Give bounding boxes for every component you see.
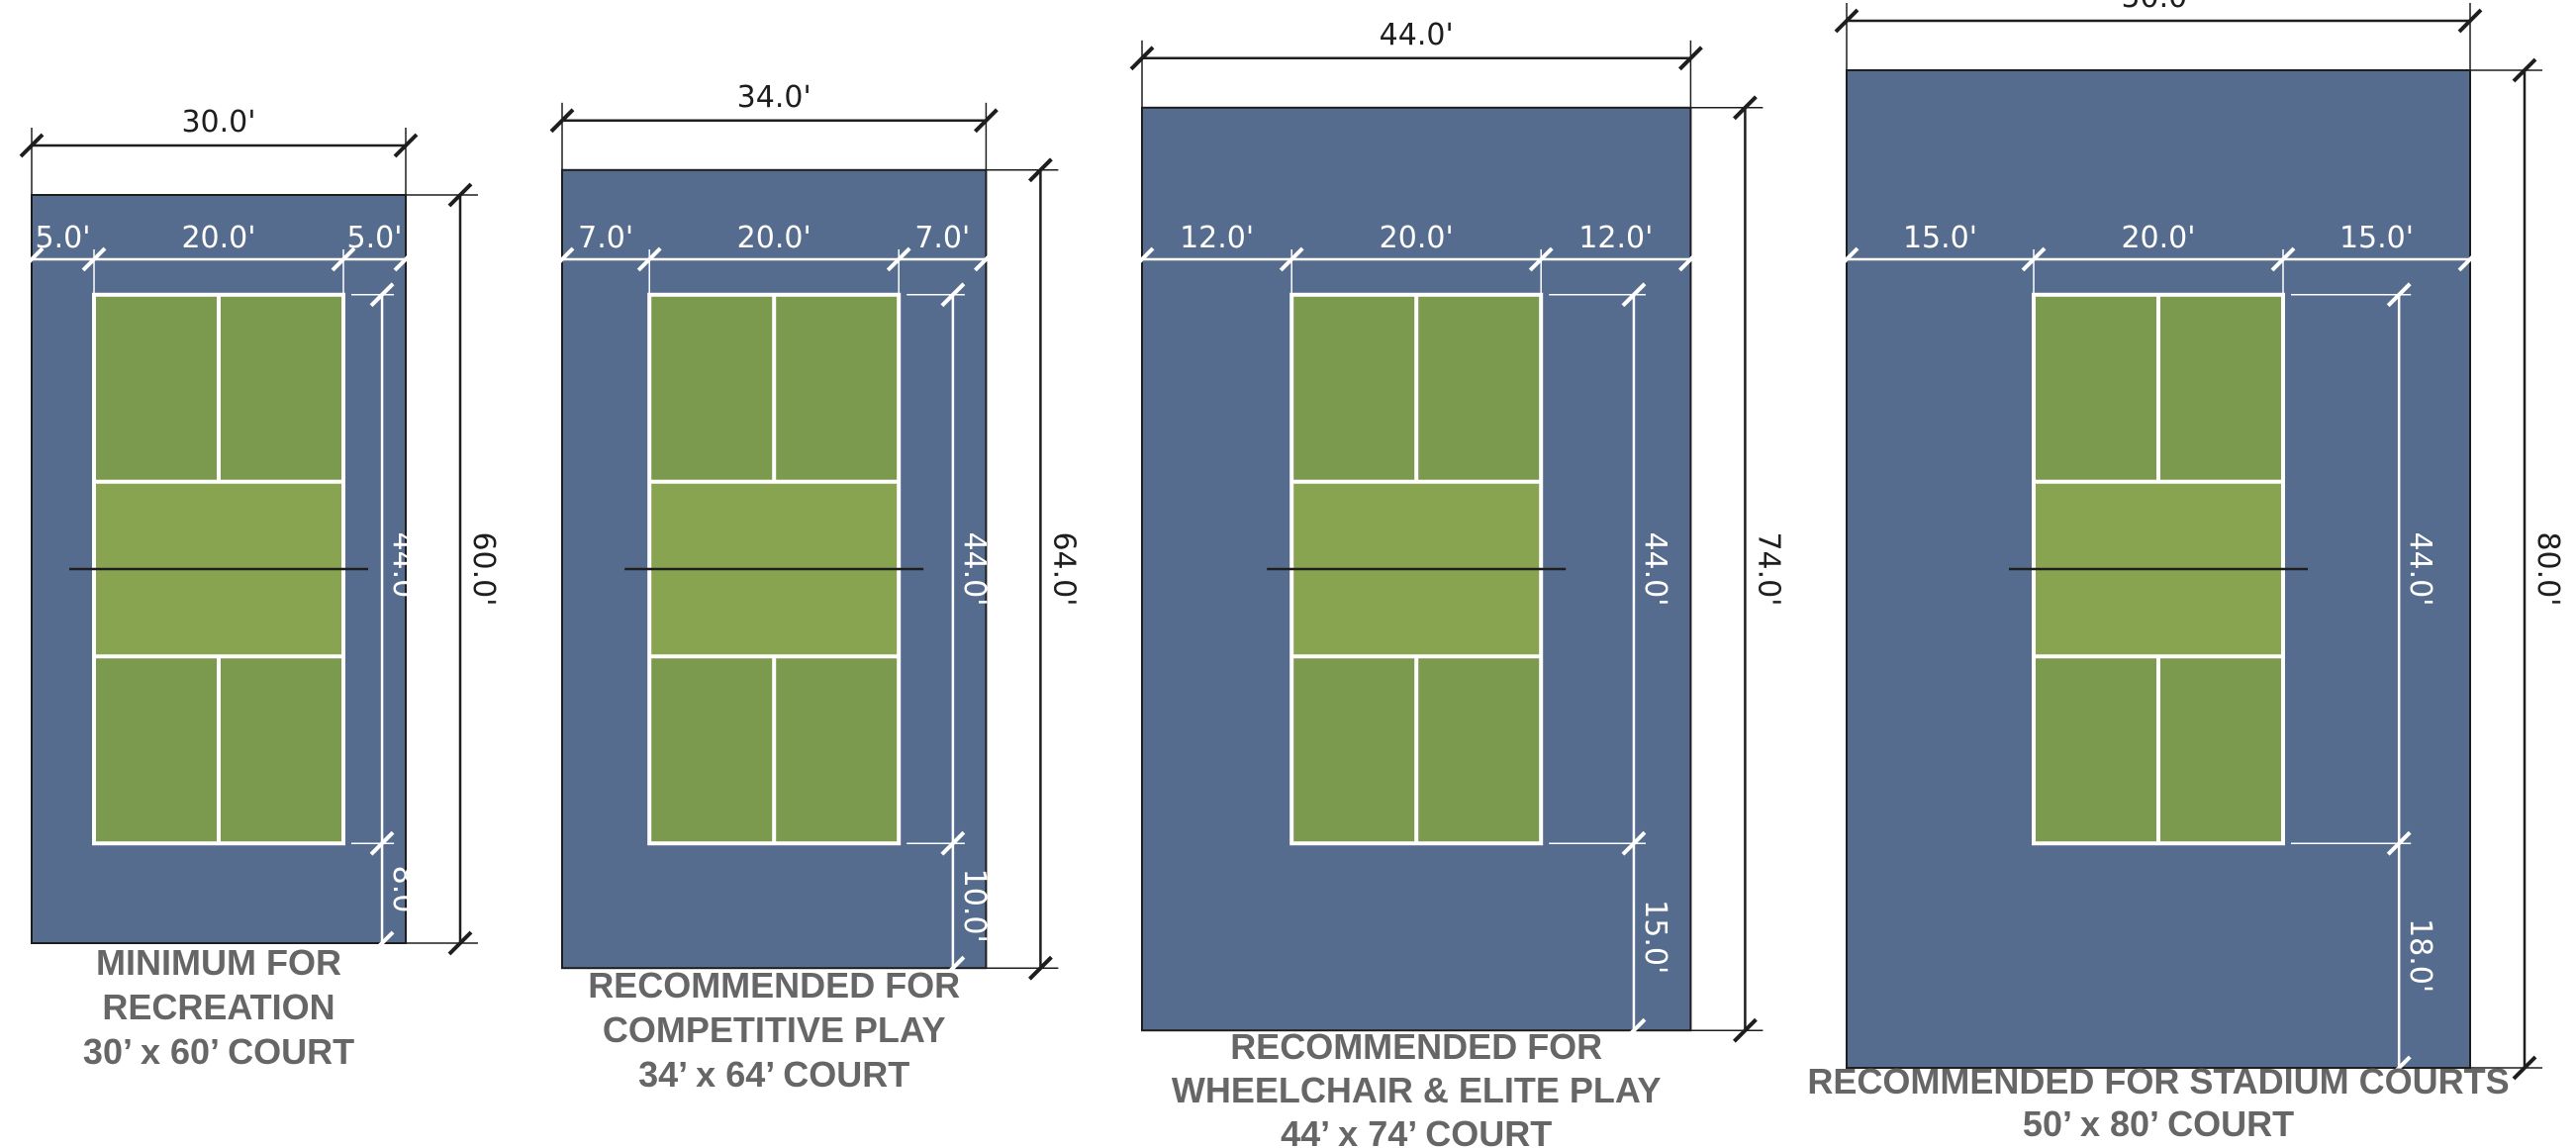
- end-margin-label: 8.0': [386, 866, 421, 921]
- dimension-tick: [19, 133, 45, 158]
- court-caption-line: 50’ x 80’ COURT: [2023, 1103, 2294, 1144]
- court-caption-line: 44’ x 74’ COURT: [1281, 1113, 1552, 1148]
- dimension-tick: [1129, 246, 1155, 272]
- court-diagram-competitive: 34.0' 7.0' 20.0' 7.0' 44.0' 10.0' 64.0' RECOMME…: [549, 80, 1081, 1095]
- dimension-tick: [1677, 46, 1703, 71]
- dimension-tick: [549, 246, 575, 272]
- court-caption-line: RECOMMENDED FOR: [1230, 1026, 1602, 1067]
- dimension-tick: [393, 133, 419, 158]
- right-margin-label: 7.0': [914, 221, 970, 255]
- right-margin-label: 15.0': [2339, 221, 2414, 255]
- overall-width-label: 44.0': [1380, 18, 1454, 52]
- overall-width-label: 30.0': [181, 105, 255, 140]
- dimension-tick: [2512, 57, 2537, 83]
- dimension-tick: [2270, 246, 2296, 272]
- court-caption-line: RECOMMENDED FOR STADIUM COURTS: [1807, 1061, 2509, 1101]
- dimension-tick: [81, 246, 107, 272]
- dimension-tick: [1027, 955, 1053, 981]
- dimension-tick: [940, 282, 966, 308]
- court-caption-line: WHEELCHAIR & ELITE PLAY: [1172, 1070, 1662, 1110]
- dimension-tick: [2457, 8, 2483, 34]
- left-margin-label: 7.0': [578, 221, 633, 255]
- overall-width-label: 34.0': [737, 80, 811, 115]
- dimension-tick: [973, 246, 999, 272]
- court-width-label: 20.0': [737, 221, 811, 255]
- dimension-tick: [2512, 1055, 2537, 1081]
- court-caption-line: 34’ x 64’ COURT: [638, 1054, 909, 1095]
- dimension-tick: [1528, 246, 1554, 272]
- overall-length-label: 60.0': [466, 531, 501, 606]
- court-diagram-wheelchair: 44.0' 12.0' 20.0' 12.0' 44.0' 15.0' 74.0' RECOM…: [1129, 18, 1785, 1148]
- dimension-tick: [1677, 246, 1703, 272]
- dimension-tick: [331, 246, 356, 272]
- dimension-tick: [1621, 282, 1647, 308]
- dimension-tick: [549, 108, 575, 134]
- end-margin-label: 18.0': [2403, 918, 2437, 993]
- court-length-label: 44.0': [2403, 531, 2437, 606]
- overall-width-label: 50.0': [2121, 0, 2195, 15]
- court-width-label: 20.0': [2121, 221, 2195, 255]
- dimension-tick: [940, 830, 966, 856]
- dimension-tick: [886, 246, 911, 272]
- court-caption-line: COMPETITIVE PLAY: [603, 1009, 946, 1050]
- dimension-tick: [2386, 830, 2412, 856]
- court-width-label: 20.0': [181, 221, 255, 255]
- dimension-tick: [369, 930, 395, 956]
- end-margin-label: 15.0': [1638, 900, 1672, 974]
- court-diagram-recreation: 30.0' 5.0' 20.0' 5.0' 44.0' 8.0' 60.0' MINIMUM …: [19, 105, 501, 1072]
- court-diagram-stadium: 50.0' 15.0' 20.0' 15.0' 44.0' 18.0' 80.0' RECOM…: [1807, 0, 2565, 1144]
- dimension-tick: [393, 246, 419, 272]
- dimension-tick: [447, 930, 473, 956]
- court-length-label: 44.0': [1638, 531, 1672, 606]
- court-caption-line: MINIMUM FOR: [96, 942, 341, 983]
- dimension-tick: [2021, 246, 2047, 272]
- dimension-tick: [2386, 282, 2412, 308]
- court-length-label: 44.0': [957, 531, 992, 606]
- right-margin-label: 5.0': [347, 221, 403, 255]
- dimension-tick: [2386, 1055, 2412, 1081]
- dimension-tick: [940, 955, 966, 981]
- right-margin-label: 12.0': [1578, 221, 1653, 255]
- dimension-tick: [973, 108, 999, 134]
- dimension-tick: [1621, 830, 1647, 856]
- dimension-tick: [19, 246, 45, 272]
- dimension-tick: [1621, 1017, 1647, 1043]
- dimension-tick: [1834, 8, 1860, 34]
- end-margin-label: 10.0': [957, 869, 992, 943]
- dimension-tick: [1732, 1017, 1758, 1043]
- dimension-tick: [447, 182, 473, 208]
- court-length-label: 44.0': [386, 531, 421, 606]
- court-caption-line: RECREATION: [102, 987, 334, 1027]
- dimension-tick: [1732, 95, 1758, 121]
- court-width-label: 20.0': [1380, 221, 1454, 255]
- left-margin-label: 15.0': [1903, 221, 1977, 255]
- overall-length-label: 74.0': [1751, 531, 1785, 606]
- dimension-tick: [1027, 157, 1053, 183]
- dimension-tick: [369, 830, 395, 856]
- overall-length-label: 64.0': [1046, 531, 1081, 606]
- overall-length-label: 80.0': [2530, 531, 2565, 606]
- dimension-tick: [1129, 46, 1155, 71]
- dimension-tick: [2457, 246, 2483, 272]
- dimension-tick: [1834, 246, 1860, 272]
- court-caption-line: RECOMMENDED FOR: [588, 965, 960, 1005]
- left-margin-label: 12.0': [1180, 221, 1254, 255]
- dimension-tick: [369, 282, 395, 308]
- dimension-tick: [636, 246, 662, 272]
- dimension-tick: [1279, 246, 1304, 272]
- left-margin-label: 5.0': [36, 221, 91, 255]
- court-caption-line: 30’ x 60’ COURT: [83, 1031, 354, 1072]
